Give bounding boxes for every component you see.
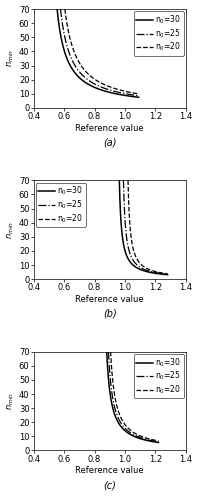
n$_0$=20 (157, 438, 160, 444)
Text: (a): (a) (103, 138, 116, 147)
n$_0$=30 (118, 92, 120, 98)
n$_0$=25 (107, 348, 110, 354)
n$_0$=30 (167, 272, 169, 278)
n$_0$=20 (140, 434, 142, 440)
n$_0$=30 (157, 440, 160, 446)
n$_0$=25 (122, 178, 125, 184)
n$_0$=20 (127, 89, 130, 95)
Line: n$_0$=30: n$_0$=30 (119, 180, 168, 274)
n$_0$=25 (145, 436, 148, 442)
n$_0$=30 (148, 269, 150, 275)
n$_0$=20 (109, 84, 111, 90)
Line: n$_0$=30: n$_0$=30 (57, 9, 139, 98)
Line: n$_0$=25: n$_0$=25 (60, 9, 139, 96)
n$_0$=25 (59, 6, 62, 12)
X-axis label: Reference value: Reference value (75, 124, 144, 133)
n$_0$=25 (160, 270, 163, 276)
X-axis label: Reference value: Reference value (75, 466, 144, 475)
Line: n$_0$=25: n$_0$=25 (124, 180, 168, 274)
Legend: n$_0$=30, n$_0$=25, n$_0$=20: n$_0$=30, n$_0$=25, n$_0$=20 (134, 12, 184, 56)
n$_0$=20 (137, 432, 140, 438)
n$_0$=20 (146, 436, 148, 442)
n$_0$=25 (109, 87, 111, 93)
n$_0$=20 (150, 267, 152, 273)
n$_0$=20 (109, 348, 112, 354)
n$_0$=30 (106, 88, 108, 94)
n$_0$=30 (109, 389, 111, 395)
Line: n$_0$=20: n$_0$=20 (128, 180, 168, 274)
n$_0$=30 (136, 434, 138, 440)
n$_0$=20 (167, 271, 169, 277)
Text: (c): (c) (103, 480, 116, 490)
n$_0$=20 (120, 87, 122, 93)
n$_0$=25 (105, 86, 107, 92)
n$_0$=30 (138, 436, 141, 442)
n$_0$=25 (150, 438, 153, 444)
Y-axis label: $n_{min}$: $n_{min}$ (6, 50, 16, 68)
n$_0$=30 (137, 94, 140, 100)
n$_0$=20 (157, 269, 159, 275)
n$_0$=30 (106, 348, 108, 354)
n$_0$=20 (151, 268, 153, 274)
n$_0$=25 (149, 268, 151, 274)
n$_0$=20 (107, 83, 109, 89)
n$_0$=30 (145, 437, 147, 443)
n$_0$=20 (138, 432, 141, 438)
Line: n$_0$=20: n$_0$=20 (111, 352, 158, 441)
n$_0$=25 (137, 93, 140, 99)
Y-axis label: $n_{min}$: $n_{min}$ (6, 221, 16, 239)
n$_0$=25 (148, 268, 150, 274)
n$_0$=20 (127, 178, 129, 184)
n$_0$=30 (150, 438, 152, 444)
Text: (b): (b) (103, 309, 117, 319)
n$_0$=30 (103, 88, 106, 94)
n$_0$=20 (129, 228, 132, 234)
n$_0$=20 (161, 270, 163, 276)
n$_0$=20 (64, 6, 66, 12)
n$_0$=30 (126, 93, 129, 99)
n$_0$=25 (125, 231, 127, 237)
n$_0$=25 (136, 434, 139, 440)
n$_0$=25 (107, 86, 109, 92)
Line: n$_0$=20: n$_0$=20 (65, 9, 139, 94)
n$_0$=25 (110, 388, 113, 394)
n$_0$=25 (156, 270, 158, 276)
n$_0$=20 (137, 91, 140, 97)
n$_0$=25 (119, 90, 121, 96)
n$_0$=25 (167, 272, 169, 278)
n$_0$=30 (155, 270, 157, 276)
n$_0$=25 (157, 439, 160, 445)
n$_0$=25 (64, 36, 67, 43)
n$_0$=20 (112, 384, 115, 390)
n$_0$=25 (139, 434, 142, 440)
n$_0$=30 (61, 40, 63, 46)
Legend: n$_0$=30, n$_0$=25, n$_0$=20: n$_0$=30, n$_0$=25, n$_0$=20 (36, 182, 86, 227)
n$_0$=25 (127, 91, 129, 97)
n$_0$=30 (56, 6, 58, 12)
n$_0$=30 (160, 271, 162, 277)
n$_0$=30 (118, 178, 121, 184)
n$_0$=30 (121, 233, 124, 239)
Y-axis label: $n_{min}$: $n_{min}$ (6, 392, 16, 410)
Line: n$_0$=30: n$_0$=30 (107, 352, 158, 442)
Line: n$_0$=25: n$_0$=25 (109, 352, 158, 442)
n$_0$=30 (146, 268, 148, 274)
n$_0$=25 (150, 269, 153, 275)
n$_0$=30 (149, 270, 151, 276)
n$_0$=20 (152, 268, 154, 274)
n$_0$=20 (111, 84, 113, 90)
n$_0$=25 (138, 434, 140, 440)
n$_0$=20 (68, 33, 70, 39)
n$_0$=30 (108, 89, 110, 95)
n$_0$=20 (151, 436, 153, 442)
n$_0$=30 (137, 435, 139, 441)
X-axis label: Reference value: Reference value (75, 295, 144, 304)
Legend: n$_0$=30, n$_0$=25, n$_0$=20: n$_0$=30, n$_0$=25, n$_0$=20 (134, 354, 184, 399)
